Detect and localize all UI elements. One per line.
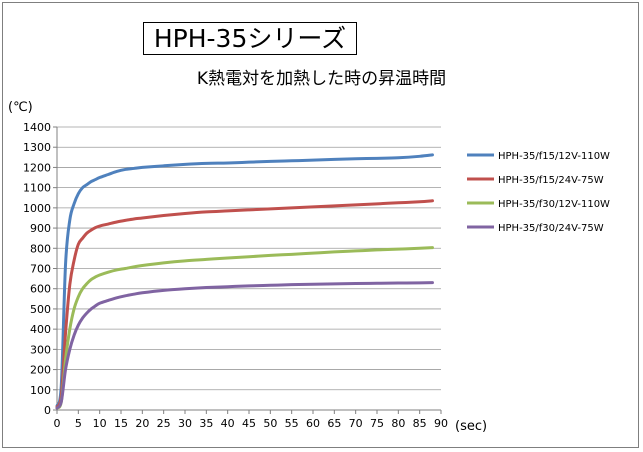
x-tick-label: 70: [349, 417, 363, 430]
series-line-2: [55, 199, 434, 409]
legend: HPH-35/f15/12V-110W HPH-35/f15/24V-75W HPH…: [467, 151, 610, 234]
y-tick-label: 1300: [23, 141, 51, 154]
grid-lines: [57, 126, 441, 391]
y-tick-label: 1400: [23, 121, 51, 134]
x-axis-label: (sec): [455, 419, 488, 434]
axes: [53, 126, 442, 414]
y-tick-label: 700: [30, 263, 51, 276]
y-tick-label: 800: [30, 242, 51, 255]
x-tick-label: 75: [370, 417, 384, 430]
x-tick-label: 20: [135, 417, 149, 430]
y-tick-label: 200: [30, 364, 51, 377]
series-line-4: [55, 281, 434, 410]
series-line-3: [55, 246, 434, 410]
x-tick-label: 90: [434, 417, 448, 430]
y-tick-label: 400: [30, 323, 51, 336]
x-tick-label: 60: [306, 417, 320, 430]
legend-label-1: HPH-35/f15/12V-110W: [498, 151, 610, 162]
x-tick-label: 15: [114, 417, 128, 430]
y-axis-label: (℃): [8, 100, 33, 115]
y-tick-label: 1100: [23, 182, 51, 195]
series-line-1: [55, 153, 434, 408]
x-tick-label: 0: [54, 417, 61, 430]
y-tick-labels: 0 100 200 300 400 500 600 700 800 900 1000 1100 1200…: [23, 121, 51, 417]
y-tick-label: 900: [30, 222, 51, 235]
x-tick-label: 85: [413, 417, 427, 430]
legend-label-3: HPH-35/f30/12V-110W: [498, 199, 610, 210]
legend-label-2: HPH-35/f15/24V-75W: [498, 175, 604, 186]
x-tick-labels: 0 5 10 15 20 25 30 35 40 45 50 55 60 65 70 75 80 85 90: [54, 417, 449, 430]
legend-label-4: HPH-35/f30/24V-75W: [498, 223, 604, 234]
chart-subtitle: K熱電対を加熱した時の昇温時間: [196, 69, 447, 89]
x-tick-label: 30: [178, 417, 192, 430]
x-tick-label: 5: [75, 417, 82, 430]
y-tick-label: 1200: [23, 161, 51, 174]
x-tick-label: 50: [263, 417, 277, 430]
y-tick-label: 1000: [23, 202, 51, 215]
x-tick-label: 40: [221, 417, 235, 430]
x-tick-label: 65: [327, 417, 341, 430]
x-tick-label: 25: [157, 417, 171, 430]
x-tick-label: 35: [199, 417, 213, 430]
x-tick-label: 55: [285, 417, 299, 430]
y-tick-label: 500: [30, 303, 51, 316]
x-tick-label: 10: [93, 417, 107, 430]
x-tick-label: 45: [242, 417, 256, 430]
y-tick-label: 600: [30, 283, 51, 296]
x-tick-label: 80: [391, 417, 405, 430]
chart-title: HPH-35シリーズ: [143, 22, 357, 55]
y-tick-label: 0: [44, 404, 51, 417]
series-lines: [55, 153, 434, 410]
y-tick-label: 300: [30, 343, 51, 356]
y-tick-label: 100: [30, 384, 51, 397]
